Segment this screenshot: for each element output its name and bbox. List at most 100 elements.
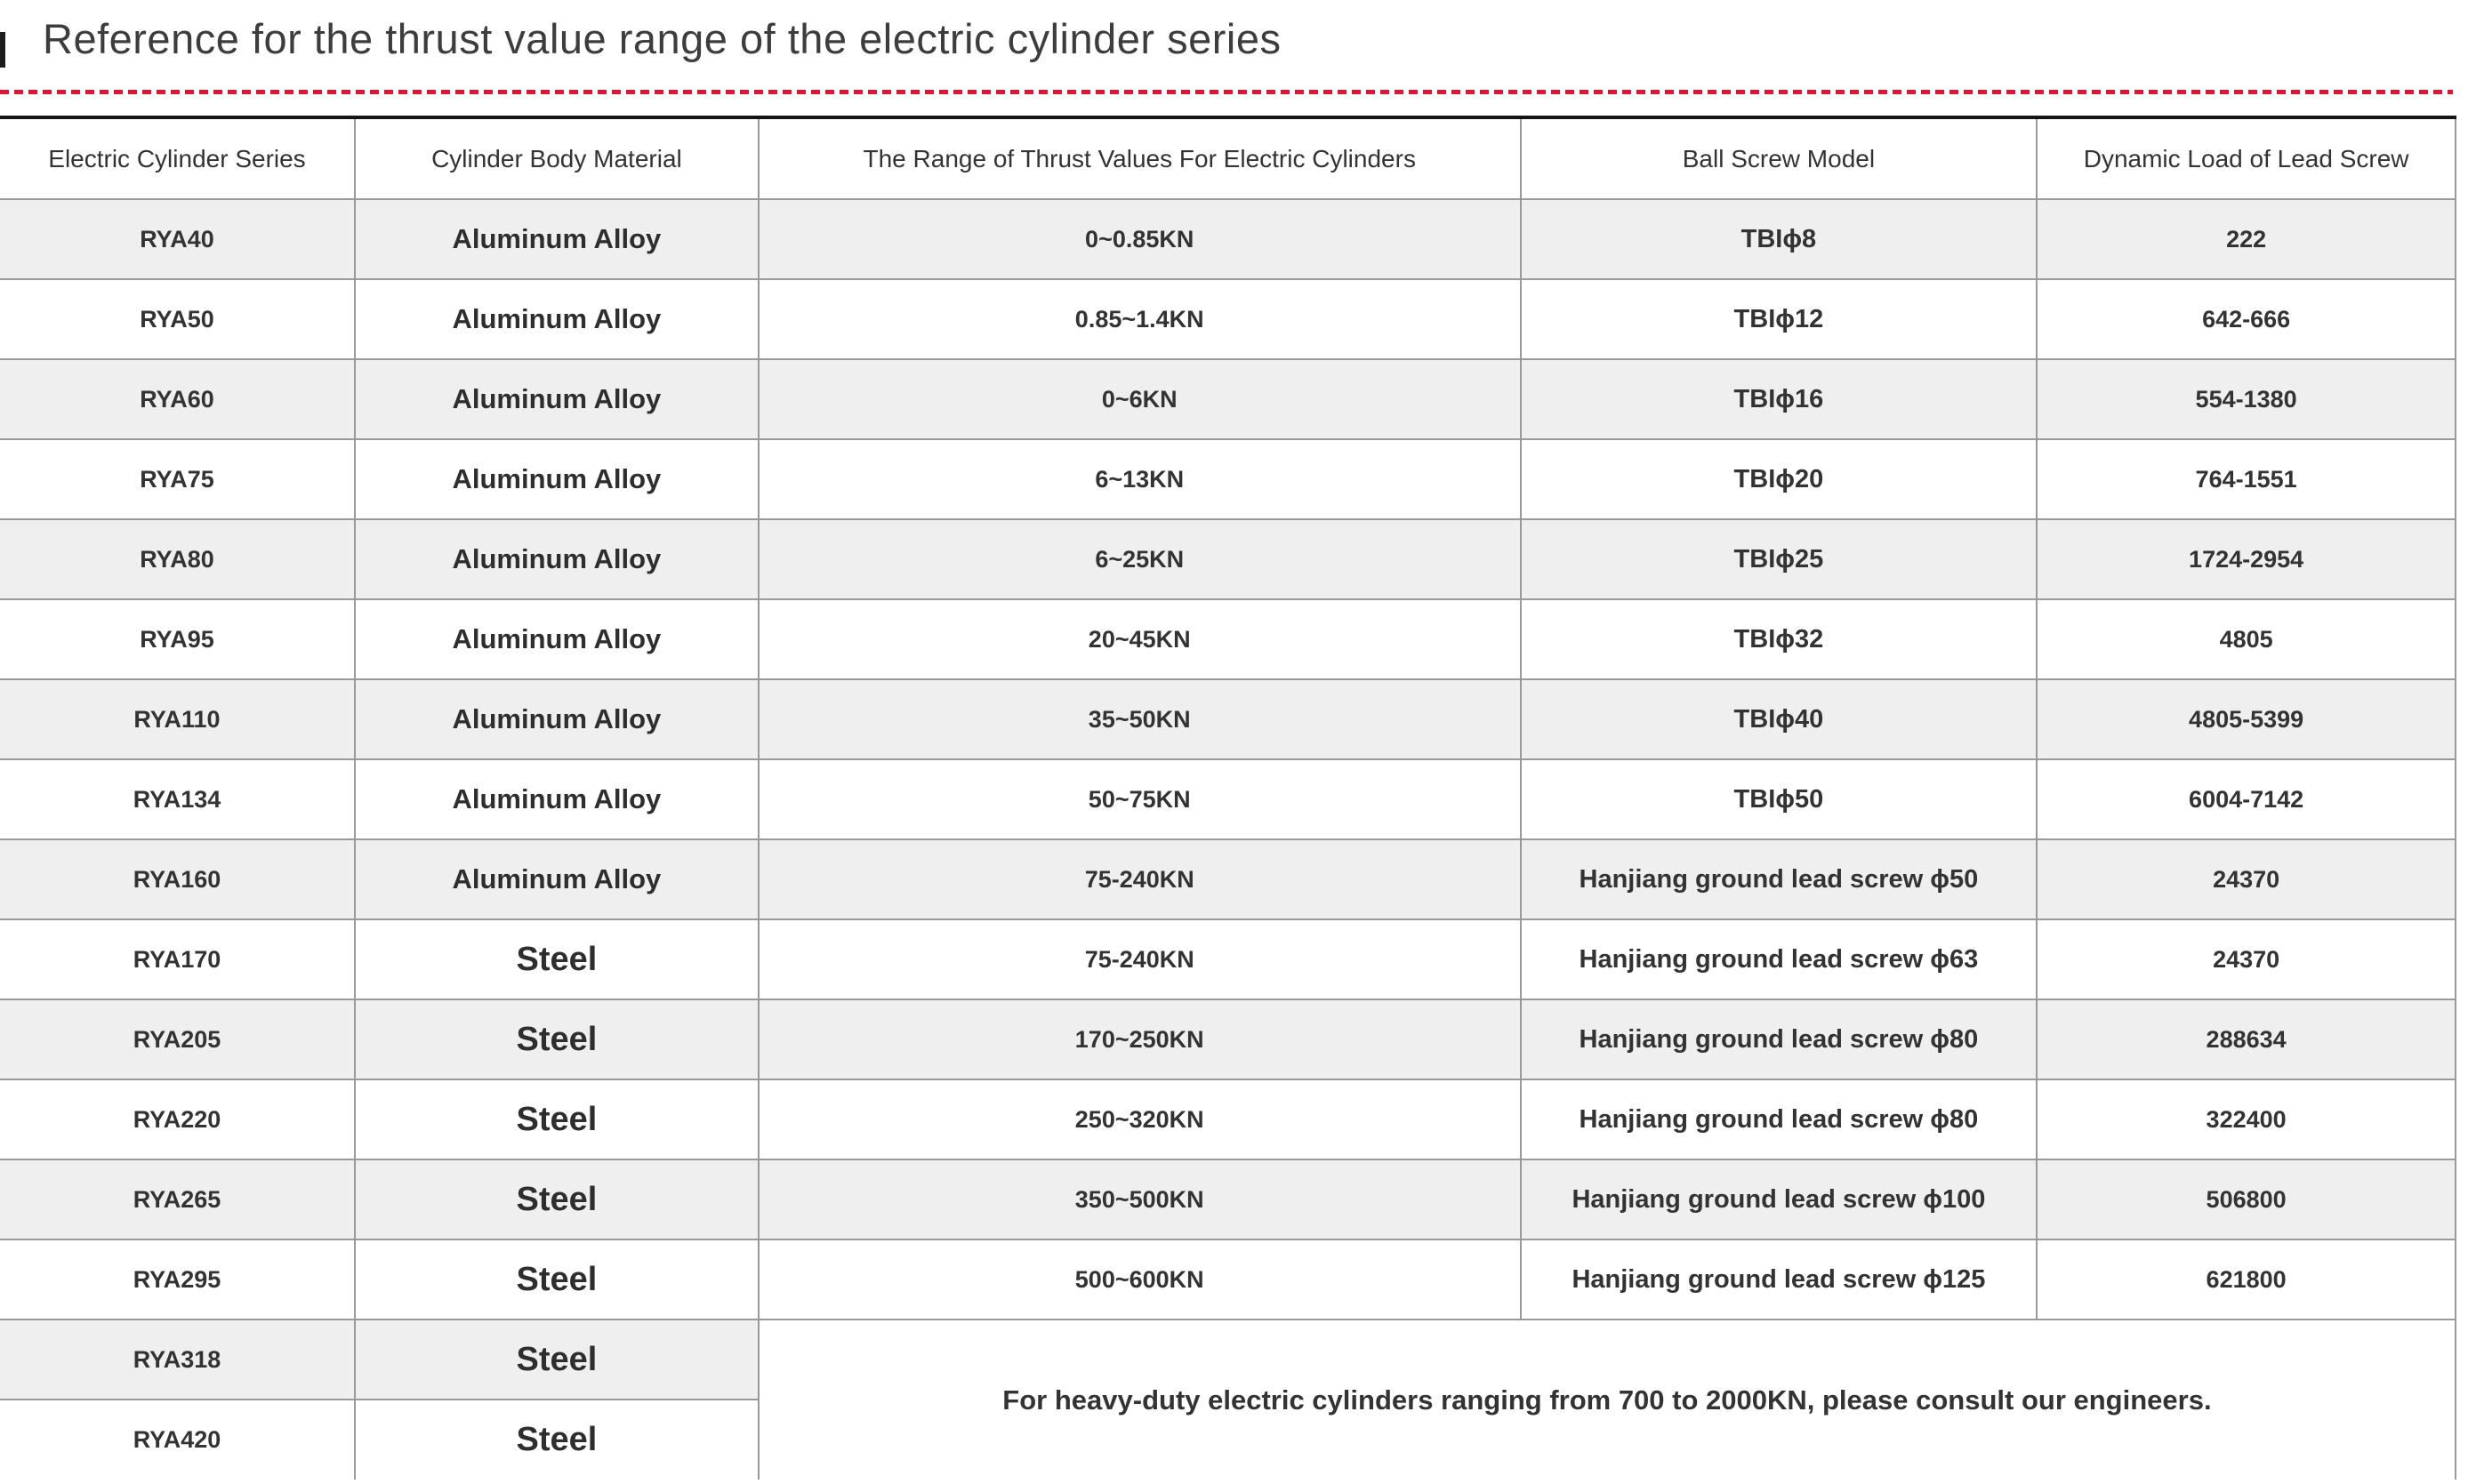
dynamic-load-cell: 621800: [2036, 1239, 2456, 1320]
material-cell: Aluminum Alloy: [353, 438, 760, 520]
table-row: RYA265 Steel 350~500KN Hanjiang ground l…: [0, 1159, 2456, 1240]
table-row: RYA318 Steel For heavy-duty electric cyl…: [0, 1319, 2457, 1480]
material-cell: Aluminum Alloy: [353, 598, 760, 680]
material-cell: Steel: [353, 999, 760, 1080]
series-cell: RYA95: [0, 598, 356, 680]
material-cell: Aluminum Alloy: [353, 358, 760, 440]
series-cell: RYA60: [0, 358, 356, 440]
header-row: Electric Cylinder Series Cylinder Body M…: [0, 116, 2456, 200]
dynamic-load-cell: 642-666: [2036, 278, 2456, 360]
table-row: RYA60 Aluminum Alloy 0~6KN TBIϕ16 554-13…: [0, 358, 2456, 440]
dynamic-load-cell: 288634: [2036, 999, 2456, 1080]
dynamic-load-cell: 6004-7142: [2036, 758, 2456, 840]
series-cell: RYA318: [0, 1319, 356, 1400]
screw-model-cell: Hanjiang ground lead screw ϕ63: [1519, 918, 2038, 1000]
material-cell: Steel: [353, 1319, 760, 1400]
spec-table: Electric Cylinder Series Cylinder Body M…: [0, 116, 2457, 1480]
heavy-duty-note-cell: For heavy-duty electric cylinders rangin…: [757, 1319, 2457, 1480]
screw-model-cell: TBIϕ12: [1519, 278, 2038, 360]
series-cell: RYA134: [0, 758, 356, 840]
material-cell: Aluminum Alloy: [353, 758, 760, 840]
col-header-screw-model: Ball Screw Model: [1519, 116, 2038, 200]
title-accent-mark: [0, 32, 5, 68]
material-cell: Aluminum Alloy: [353, 198, 760, 280]
screw-model-cell: Hanjiang ground lead screw ϕ125: [1519, 1239, 2038, 1320]
screw-model-cell: TBIϕ25: [1519, 518, 2038, 600]
table-row: RYA40 Aluminum Alloy 0~0.85KN TBIϕ8 222: [0, 198, 2456, 280]
series-cell: RYA265: [0, 1159, 356, 1240]
screw-model-cell: Hanjiang ground lead screw ϕ50: [1519, 838, 2038, 920]
title-area: Reference for the thrust value range of …: [0, 0, 2476, 116]
table-row: RYA95 Aluminum Alloy 20~45KN TBIϕ32 4805: [0, 598, 2456, 680]
col-header-dynamic-load: Dynamic Load of Lead Screw: [2036, 116, 2456, 200]
screw-model-cell: TBIϕ32: [1519, 598, 2038, 680]
thrust-cell: 170~250KN: [757, 999, 1522, 1080]
series-cell: RYA170: [0, 918, 356, 1000]
material-cell: Aluminum Alloy: [353, 278, 760, 360]
dynamic-load-cell: 1724-2954: [2036, 518, 2456, 600]
table-row: RYA80 Aluminum Alloy 6~25KN TBIϕ25 1724-…: [0, 518, 2456, 600]
table-row: RYA75 Aluminum Alloy 6~13KN TBIϕ20 764-1…: [0, 438, 2456, 520]
screw-model-cell: TBIϕ20: [1519, 438, 2038, 520]
col-header-series: Electric Cylinder Series: [0, 116, 356, 200]
dynamic-load-cell: 322400: [2036, 1079, 2456, 1160]
screw-model-cell: Hanjiang ground lead screw ϕ80: [1519, 999, 2038, 1080]
dynamic-load-cell: 554-1380: [2036, 358, 2456, 440]
series-cell: RYA220: [0, 1079, 356, 1160]
thrust-cell: 6~13KN: [757, 438, 1522, 520]
material-cell: Steel: [353, 1239, 760, 1320]
table-row: RYA110 Aluminum Alloy 35~50KN TBIϕ40 480…: [0, 678, 2456, 760]
table-row: RYA134 Aluminum Alloy 50~75KN TBIϕ50 600…: [0, 758, 2456, 840]
screw-model-cell: TBIϕ8: [1519, 198, 2038, 280]
thrust-cell: 500~600KN: [757, 1239, 1522, 1320]
material-cell: Steel: [353, 1079, 760, 1160]
series-cell: RYA80: [0, 518, 356, 600]
material-cell: Steel: [353, 918, 760, 1000]
dynamic-load-cell: 4805-5399: [2036, 678, 2456, 760]
col-header-material: Cylinder Body Material: [353, 116, 760, 200]
series-cell: RYA50: [0, 278, 356, 360]
thrust-cell: 50~75KN: [757, 758, 1522, 840]
dynamic-load-cell: 24370: [2036, 838, 2456, 920]
table-row: RYA420 Steel: [0, 1399, 2456, 1480]
divider-dashed-line: [0, 90, 2453, 94]
dynamic-load-cell: 506800: [2036, 1159, 2456, 1240]
table-row: RYA160 Aluminum Alloy 75-240KN Hanjiang …: [0, 838, 2456, 920]
series-cell: RYA110: [0, 678, 356, 760]
table-row: RYA220 Steel 250~320KN Hanjiang ground l…: [0, 1079, 2456, 1160]
material-cell: Aluminum Alloy: [353, 838, 760, 920]
dynamic-load-cell: 222: [2036, 198, 2456, 280]
thrust-cell: 0~6KN: [757, 358, 1522, 440]
dynamic-load-cell: 4805: [2036, 598, 2456, 680]
table-row: RYA205 Steel 170~250KN Hanjiang ground l…: [0, 999, 2456, 1080]
series-cell: RYA420: [0, 1399, 356, 1480]
series-cell: RYA40: [0, 198, 356, 280]
series-cell: RYA295: [0, 1239, 356, 1320]
series-cell: RYA205: [0, 999, 356, 1080]
material-cell: Aluminum Alloy: [353, 678, 760, 760]
thrust-cell: 20~45KN: [757, 598, 1522, 680]
material-cell: Steel: [353, 1159, 760, 1240]
screw-model-cell: TBIϕ16: [1519, 358, 2038, 440]
material-cell: Aluminum Alloy: [353, 518, 760, 600]
thrust-cell: 350~500KN: [757, 1159, 1522, 1240]
series-cell: RYA160: [0, 838, 356, 920]
thrust-cell: 35~50KN: [757, 678, 1522, 760]
thrust-cell: 75-240KN: [757, 838, 1522, 920]
table-row: RYA50 Aluminum Alloy 0.85~1.4KN TBIϕ12 6…: [0, 278, 2456, 360]
material-cell: Steel: [353, 1399, 760, 1480]
screw-model-cell: Hanjiang ground lead screw ϕ80: [1519, 1079, 2038, 1160]
screw-model-cell: TBIϕ40: [1519, 678, 2038, 760]
table-row: RYA295 Steel 500~600KN Hanjiang ground l…: [0, 1239, 2456, 1320]
dynamic-load-cell: 24370: [2036, 918, 2456, 1000]
series-cell: RYA75: [0, 438, 356, 520]
col-header-thrust-range: The Range of Thrust Values For Electric …: [757, 116, 1522, 200]
dynamic-load-cell: 764-1551: [2036, 438, 2456, 520]
screw-model-cell: Hanjiang ground lead screw ϕ100: [1519, 1159, 2038, 1240]
thrust-cell: 6~25KN: [757, 518, 1522, 600]
thrust-cell: 0~0.85KN: [757, 198, 1522, 280]
thrust-cell: 250~320KN: [757, 1079, 1522, 1160]
thrust-cell: 0.85~1.4KN: [757, 278, 1522, 360]
table-row: RYA170 Steel 75-240KN Hanjiang ground le…: [0, 918, 2456, 1000]
thrust-cell: 75-240KN: [757, 918, 1522, 1000]
